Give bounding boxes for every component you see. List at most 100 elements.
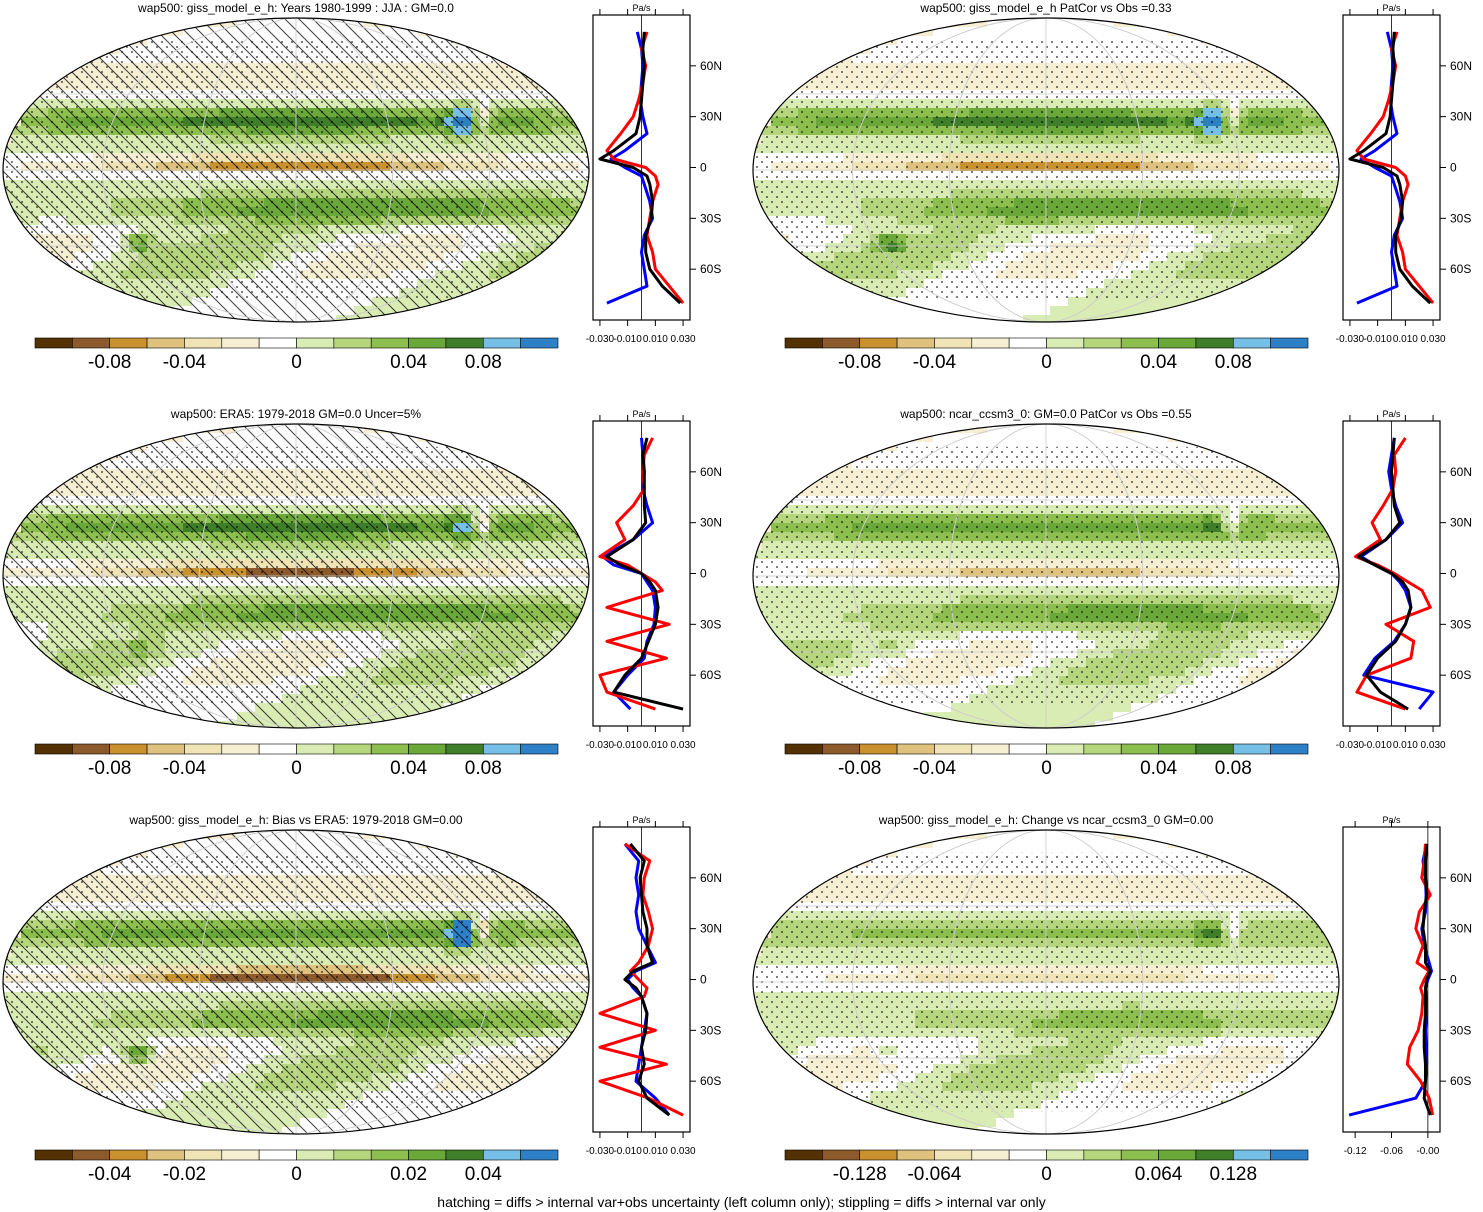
- colorbar-swatch: [445, 1149, 484, 1161]
- colorbar: -0.08 -0.04 0 0.04 0.08: [784, 743, 1309, 779]
- zonal-x-tick-label: -0.030: [586, 740, 615, 751]
- zonal-x-tick-label: -0.06: [1380, 1146, 1403, 1157]
- colorbar-swatch: [408, 743, 447, 755]
- colorbar-label: -0.04: [88, 1164, 132, 1185]
- map-outline: [752, 17, 1340, 323]
- zonal-lat-label: 60N: [700, 871, 722, 885]
- colorbar-swatch: [258, 743, 297, 755]
- colorbar-swatch: [1046, 337, 1085, 349]
- colorbar-label: 0.04: [1140, 352, 1177, 373]
- zonal-lat-label: 60S: [700, 668, 721, 682]
- colorbar-swatch: [971, 743, 1010, 755]
- colorbar-swatch: [482, 743, 521, 755]
- colorbar-swatch: [1270, 337, 1309, 349]
- colorbar-swatch: [184, 1149, 223, 1161]
- figure-footer: hatching = diffs > internal var+obs unce…: [437, 1194, 1046, 1210]
- zonal-lat-label: 30N: [1450, 516, 1472, 530]
- panel-title: wap500: giss_model_e_h PatCor vs Obs =0.…: [919, 1, 1171, 15]
- colorbar-swatch: [296, 1149, 335, 1161]
- colorbar-swatch: [72, 743, 111, 755]
- colorbar-swatch: [1270, 743, 1309, 755]
- colorbar-swatch: [822, 337, 861, 349]
- zonal-series-black: [623, 842, 671, 1117]
- colorbar-swatch: [34, 337, 73, 349]
- zonal-x-tick-label: -0.030: [586, 1146, 615, 1157]
- colorbar-label: 0: [1041, 1164, 1052, 1185]
- colorbar-label: 0: [291, 352, 302, 373]
- colorbar-label: -0.04: [163, 758, 207, 779]
- colorbar-swatch: [1195, 1149, 1234, 1161]
- map-outline: [752, 829, 1340, 1135]
- zonal-x-tick-label: 0.030: [1421, 740, 1446, 751]
- zonal-x-tick-label: -0.00: [1416, 1146, 1439, 1157]
- colorbar-swatch: [1046, 743, 1085, 755]
- zonal-unit-label: Pa/s: [632, 815, 651, 825]
- colorbar: -0.08 -0.04 0 0.04 0.08: [34, 743, 559, 779]
- zonal-series-black: [605, 437, 684, 711]
- map-outline: [752, 423, 1340, 729]
- colorbar-label: 0.08: [1215, 352, 1252, 373]
- zonal-x-tick-label: -0.010: [613, 334, 642, 345]
- colorbar-swatch: [784, 1149, 823, 1161]
- zonal-lat-label: 30S: [700, 1023, 721, 1037]
- colorbar-swatch: [482, 337, 521, 349]
- colorbar-label: 0.04: [1140, 758, 1177, 779]
- colorbar-label: 0: [291, 1164, 302, 1185]
- colorbar-label: -0.128: [833, 1164, 887, 1185]
- zonal-lat-label: 0: [1450, 567, 1457, 581]
- zonal-lat-label: 30N: [1450, 110, 1472, 124]
- colorbar-swatch: [72, 1149, 111, 1161]
- colorbar-swatch: [784, 337, 823, 349]
- zonal-x-tick-label: -0.010: [1363, 334, 1392, 345]
- colorbar-swatch: [146, 1149, 185, 1161]
- colorbar-swatch: [1008, 743, 1047, 755]
- colorbar-swatch: [72, 337, 111, 349]
- map-field: [3, 830, 589, 1134]
- zonal-mean-plot: Pa/s -0.030 -0.010 0.010 0.030 60N 30N 0 30S 60S: [1336, 409, 1472, 751]
- zonal-x-tick-label: -0.030: [586, 334, 615, 345]
- map-field: [753, 830, 1339, 1134]
- zonal-lat-label: 30N: [1450, 922, 1472, 936]
- colorbar-swatch: [1270, 1149, 1309, 1161]
- zonal-unit-label: Pa/s: [1382, 3, 1401, 13]
- zonal-x-tick-label: 0.030: [1421, 334, 1446, 345]
- panel-3: wap500: ERA5: 1979-2018 GM=0.0 Uncer=5% -…: [2, 407, 722, 779]
- colorbar-swatch: [408, 1149, 447, 1161]
- zonal-x-tick-label: 0.010: [643, 1146, 668, 1157]
- colorbar-swatch: [370, 1149, 409, 1161]
- colorbar-label: 0.04: [465, 1164, 502, 1185]
- colorbar-swatch: [1232, 743, 1271, 755]
- colorbar-swatch: [333, 337, 372, 349]
- map-field: [753, 18, 1339, 322]
- map-field: [3, 424, 589, 728]
- colorbar-swatch: [520, 743, 559, 755]
- zonal-series-black: [1421, 843, 1432, 1116]
- colorbar-swatch: [445, 337, 484, 349]
- colorbar-swatch: [1232, 1149, 1271, 1161]
- colorbar: -0.08 -0.04 0 0.04 0.08: [34, 337, 559, 373]
- map-field: [753, 424, 1339, 728]
- zonal-lat-label: 60N: [1450, 59, 1472, 73]
- colorbar-swatch: [1120, 337, 1159, 349]
- colorbar-swatch: [258, 1149, 297, 1161]
- colorbar-swatch: [221, 1149, 260, 1161]
- zonal-series-blue: [1348, 843, 1433, 1117]
- colorbar-swatch: [822, 1149, 861, 1161]
- colorbar-swatch: [859, 337, 898, 349]
- colorbar-label: 0.04: [390, 352, 427, 373]
- colorbar-label: 0.064: [1135, 1164, 1183, 1185]
- zonal-lat-label: 60S: [700, 262, 721, 276]
- zonal-mean-plot: Pa/s -0.030 -0.010 0.010 0.030 60N 30N 0 30S 60S: [586, 409, 722, 751]
- zonal-lat-label: 0: [1450, 973, 1457, 987]
- colorbar-swatch: [146, 337, 185, 349]
- zonal-unit-label: Pa/s: [1382, 815, 1401, 825]
- zonal-x-tick-label: 0.010: [643, 740, 668, 751]
- panel-4: wap500: ncar_ccsm3_0: GM=0.0 PatCor vs O…: [752, 407, 1472, 779]
- zonal-x-tick-label: -0.12: [1344, 1146, 1367, 1157]
- zonal-x-tick-label: -0.010: [613, 1146, 642, 1157]
- zonal-x-tick-label: 0.030: [671, 740, 696, 751]
- colorbar-swatch: [971, 1149, 1010, 1161]
- colorbar-swatch: [520, 337, 559, 349]
- zonal-lat-label: 30N: [700, 110, 722, 124]
- colorbar-label: 0.08: [465, 758, 502, 779]
